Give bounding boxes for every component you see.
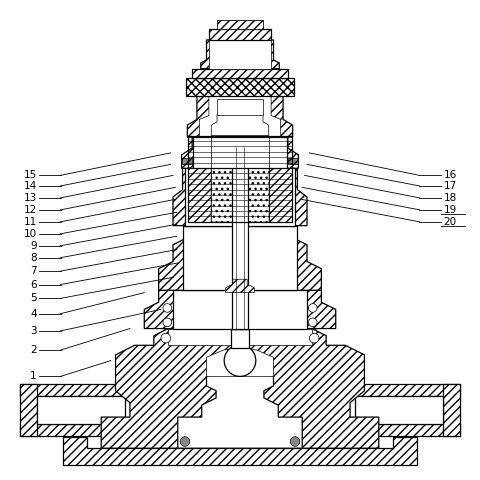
Polygon shape — [20, 384, 125, 396]
Circle shape — [180, 437, 190, 446]
Circle shape — [309, 304, 317, 312]
Polygon shape — [199, 96, 281, 137]
Bar — [193, 137, 287, 168]
Circle shape — [161, 307, 170, 316]
Text: 1: 1 — [30, 372, 36, 382]
Circle shape — [163, 304, 171, 312]
Polygon shape — [63, 437, 417, 465]
Circle shape — [310, 333, 319, 343]
Circle shape — [309, 318, 317, 326]
Polygon shape — [288, 157, 299, 164]
Bar — [231, 328, 249, 348]
Text: 18: 18 — [444, 193, 456, 203]
Bar — [217, 20, 263, 29]
Text: 20: 20 — [444, 217, 456, 227]
Bar — [269, 136, 292, 222]
Text: 6: 6 — [30, 279, 36, 289]
Bar — [234, 118, 246, 147]
Bar — [173, 290, 307, 328]
Polygon shape — [217, 99, 263, 115]
Circle shape — [161, 320, 170, 329]
Bar — [188, 136, 211, 222]
Polygon shape — [181, 157, 192, 164]
Circle shape — [161, 333, 170, 343]
Polygon shape — [181, 137, 299, 168]
Text: 4: 4 — [30, 309, 36, 319]
Polygon shape — [211, 115, 269, 136]
Text: 11: 11 — [24, 217, 36, 227]
Bar — [211, 136, 269, 222]
Polygon shape — [201, 40, 279, 69]
Bar — [36, 396, 125, 424]
Circle shape — [290, 437, 300, 446]
Text: 17: 17 — [444, 181, 456, 191]
Text: 15: 15 — [24, 170, 36, 180]
Polygon shape — [192, 69, 288, 78]
Text: 9: 9 — [30, 241, 36, 251]
Bar — [186, 78, 294, 96]
Bar — [182, 226, 298, 290]
Text: 16: 16 — [444, 170, 456, 180]
Text: 8: 8 — [30, 252, 36, 263]
Polygon shape — [206, 348, 274, 376]
Text: 13: 13 — [24, 193, 36, 203]
Polygon shape — [20, 424, 125, 436]
Polygon shape — [168, 328, 312, 345]
Bar — [185, 168, 295, 226]
Circle shape — [315, 314, 323, 322]
Text: 19: 19 — [444, 205, 456, 215]
Text: 3: 3 — [30, 326, 36, 336]
Polygon shape — [355, 424, 460, 436]
Bar — [355, 396, 444, 424]
Bar — [232, 147, 248, 328]
Polygon shape — [178, 369, 302, 448]
Circle shape — [310, 320, 319, 329]
Polygon shape — [226, 279, 254, 293]
Text: 5: 5 — [30, 293, 36, 303]
Polygon shape — [444, 384, 460, 436]
Polygon shape — [158, 226, 322, 290]
Polygon shape — [187, 96, 293, 137]
Polygon shape — [173, 168, 307, 226]
Polygon shape — [144, 290, 336, 328]
Polygon shape — [209, 29, 271, 40]
Bar — [209, 40, 271, 69]
Text: 2: 2 — [30, 345, 36, 355]
Bar — [217, 20, 263, 29]
Text: 12: 12 — [24, 205, 36, 215]
Circle shape — [224, 345, 256, 376]
Text: 10: 10 — [24, 229, 36, 239]
Polygon shape — [101, 328, 379, 448]
Polygon shape — [355, 384, 460, 396]
Text: 14: 14 — [24, 181, 36, 191]
Text: 7: 7 — [30, 266, 36, 276]
Circle shape — [310, 307, 319, 316]
Circle shape — [157, 314, 165, 322]
Circle shape — [163, 318, 171, 326]
Polygon shape — [20, 384, 36, 436]
